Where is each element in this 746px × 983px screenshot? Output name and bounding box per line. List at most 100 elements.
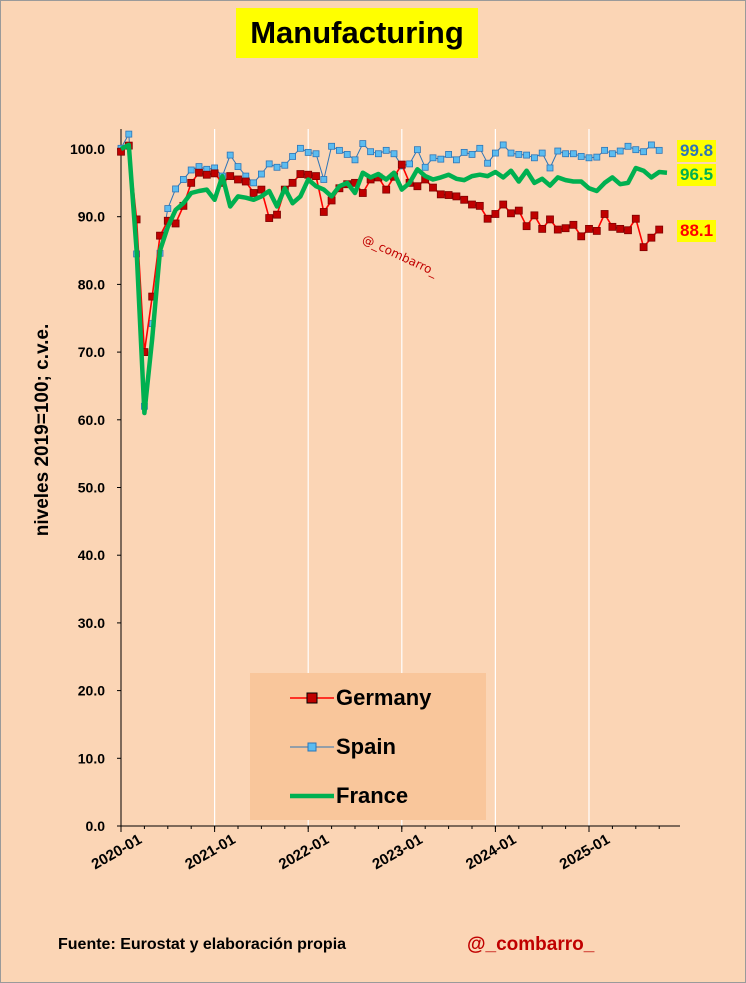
point-spain-51 (515, 151, 523, 158)
point-spain-6 (164, 205, 172, 212)
point-spain-15 (234, 163, 242, 171)
x-tick-label-5: 2025-01 (557, 831, 613, 873)
end-label-spain: 99.8 (677, 140, 717, 162)
legend-item-germany: Germany (250, 678, 486, 718)
point-spain-54 (538, 149, 546, 157)
point-germany-22 (288, 178, 297, 187)
point-spain-55 (546, 164, 554, 172)
point-spain-42 (445, 151, 453, 158)
y-axis-label: niveles 2019=100; c.v.e. (32, 323, 53, 537)
x-tick-label-1: 2021-01 (182, 831, 238, 873)
point-germany-9 (187, 178, 196, 187)
series-line-spain (120, 133, 660, 407)
point-germany-36 (397, 160, 406, 169)
point-spain-47 (484, 159, 492, 167)
point-spain-48 (491, 149, 499, 157)
point-spain-20 (273, 163, 281, 171)
y-tick-label-1: 10.0 (78, 750, 105, 766)
point-germany-38 (413, 182, 422, 191)
point-germany-14 (226, 172, 235, 180)
legend-label-germany: Germany (336, 685, 432, 710)
point-spain-61 (593, 153, 601, 161)
end-label-france: 96.5 (677, 164, 717, 186)
point-germany-31 (358, 189, 367, 197)
point-germany-40 (429, 183, 437, 192)
point-spain-34 (382, 146, 390, 154)
point-germany-25 (312, 172, 320, 180)
point-spain-46 (476, 144, 484, 152)
point-germany-17 (249, 189, 258, 197)
point-germany-66 (631, 214, 640, 223)
point-spain-7 (172, 185, 180, 193)
point-germany-11 (202, 170, 211, 179)
point-germany-46 (475, 201, 484, 210)
point-spain-66 (632, 146, 640, 154)
point-spain-25 (312, 150, 320, 158)
point-spain-60 (585, 154, 593, 162)
x-tick-label-3: 2023-01 (369, 831, 425, 873)
point-spain-58 (570, 150, 577, 158)
point-spain-52 (523, 151, 530, 159)
point-germany-55 (546, 215, 554, 224)
point-germany-65 (624, 226, 632, 235)
point-spain-18 (257, 170, 265, 178)
point-germany-20 (273, 210, 281, 219)
y-tick-label-0: 0.0 (86, 818, 106, 834)
chart-title: Manufacturing (236, 8, 478, 58)
point-spain-8 (179, 176, 187, 183)
legend: Germany Spain France (250, 673, 486, 820)
point-germany-67 (639, 243, 648, 252)
point-germany-51 (514, 206, 523, 215)
x-tick-label-4: 2024-01 (463, 831, 519, 873)
y-tick-label-3: 30.0 (78, 615, 105, 631)
point-germany-23 (296, 170, 305, 178)
point-spain-26 (320, 176, 328, 183)
y-tick-label-6: 60.0 (78, 412, 105, 428)
point-spain-40 (429, 154, 437, 162)
point-germany-24 (304, 170, 313, 179)
point-spain-14 (226, 151, 234, 159)
point-germany-52 (522, 222, 531, 231)
point-germany-16 (241, 177, 250, 186)
legend-label-spain: Spain (336, 734, 396, 759)
point-spain-67 (640, 148, 647, 156)
x-tick-label-2: 2022-01 (276, 831, 332, 873)
point-spain-41 (437, 155, 445, 163)
x-tick-label-0: 2020-01 (89, 831, 145, 873)
point-spain-30 (351, 156, 359, 164)
point-spain-32 (367, 148, 375, 156)
point-spain-38 (413, 146, 421, 154)
legend-item-spain: Spain (250, 727, 486, 767)
point-germany-64 (616, 224, 625, 233)
legend-swatch-france (290, 793, 334, 799)
point-germany-49 (499, 200, 508, 209)
y-tick-label-4: 40.0 (78, 547, 105, 563)
point-germany-12 (210, 169, 219, 178)
point-germany-60 (585, 224, 593, 233)
point-germany-47 (483, 214, 492, 223)
point-spain-50 (507, 149, 515, 157)
point-spain-35 (390, 150, 398, 158)
point-germany-57 (561, 224, 570, 233)
point-germany-7 (171, 219, 180, 228)
legend-swatch-germany (290, 692, 334, 704)
y-tick-label-5: 50.0 (78, 480, 105, 496)
point-spain-29 (343, 151, 351, 158)
point-spain-39 (421, 163, 429, 171)
point-germany-42 (444, 191, 453, 199)
point-germany-45 (468, 200, 476, 209)
point-spain-33 (374, 150, 382, 158)
point-spain-37 (406, 160, 414, 168)
end-label-germany: 88.1 (677, 220, 717, 242)
point-spain-17 (250, 179, 258, 187)
point-germany-50 (507, 209, 515, 218)
point-spain-65 (624, 142, 632, 150)
point-spain-68 (648, 141, 655, 149)
point-spain-57 (562, 150, 569, 158)
point-germany-63 (608, 222, 617, 231)
point-germany-10 (195, 168, 203, 177)
point-germany-18 (257, 185, 266, 194)
point-germany-48 (491, 210, 500, 218)
footer-source: Fuente: Eurostat y elaboración propia (58, 936, 347, 953)
y-tick-label-8: 80.0 (78, 276, 105, 292)
